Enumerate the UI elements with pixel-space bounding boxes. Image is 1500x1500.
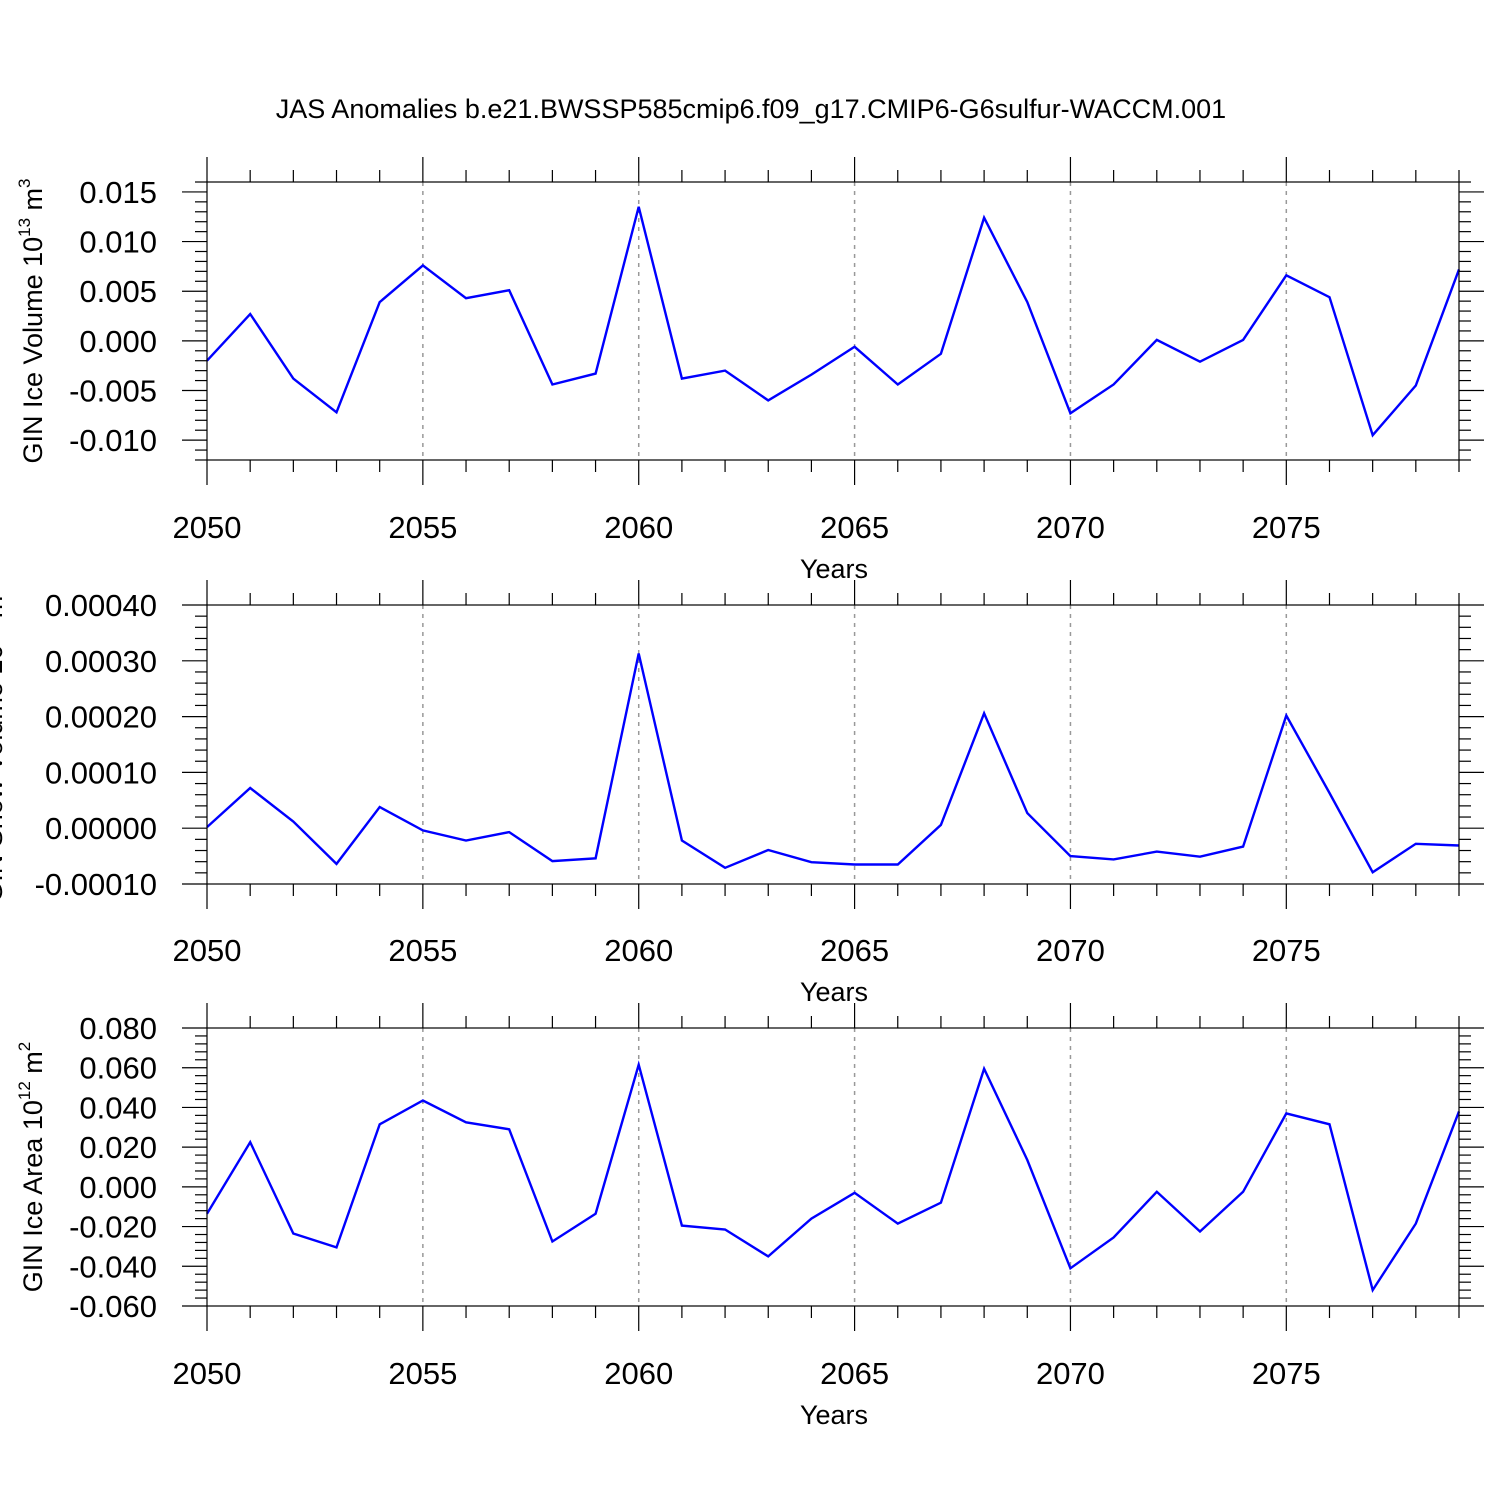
ice-volume-x-tick-label-2065: 2065 <box>820 510 889 545</box>
ice-volume-y-tick-label-5: 0.015 <box>79 175 157 210</box>
ice-area-y-tick-label-4: 0.020 <box>79 1130 157 1165</box>
ice-volume-plot-frame <box>206 181 1460 461</box>
snow-volume-y-tick-label-4: 0.00030 <box>45 644 157 679</box>
figure-title: JAS Anomalies b.e21.BWSSP585cmip6.f09_g1… <box>276 94 1226 124</box>
ice-area-y-tick-label-7: 0.080 <box>79 1011 157 1046</box>
ice-area-y-tick-label-0: -0.060 <box>69 1289 157 1324</box>
ice-volume-y-tick-label-1: -0.005 <box>69 374 157 409</box>
ice-area-y-axis-title: GIN Ice Area 1012 m2 <box>15 1042 48 1293</box>
panel-ice-volume: 2050 2055 2060 2065 2070 2075 -0.010 -0.005 0.00… <box>15 157 1484 584</box>
ice-volume-y-tick-label-4: 0.010 <box>79 225 157 260</box>
ice-volume-series-line <box>206 206 1461 438</box>
snow-volume-x-tick-label-2060: 2060 <box>604 933 673 968</box>
snow-volume-x-tick-label-2075: 2075 <box>1252 933 1321 968</box>
ice-area-x-tick-label-2075: 2075 <box>1252 1356 1321 1391</box>
ice-area-x-tick-label-2060: 2060 <box>604 1356 673 1391</box>
snow-volume-x-tick-label-2070: 2070 <box>1036 933 1105 968</box>
ice-volume-y-axis-title: GIN Ice Volume 1013 m3 <box>15 178 48 463</box>
ice-area-y-tick-label-1: -0.040 <box>69 1249 157 1284</box>
snow-volume-y-axis-title: GIN Snow Volume 1013 m3 <box>0 586 8 903</box>
snow-volume-y-axis-title-unit: m <box>0 596 8 626</box>
ice-area-y-axis-title-unit-exponent: 2 <box>15 1042 34 1051</box>
snow-volume-y-tick-label-0: -0.00010 <box>35 867 157 902</box>
ice-area-x-tick-label-2065: 2065 <box>820 1356 889 1391</box>
ice-area-series-line <box>205 1060 1461 1294</box>
ice-area-x-tick-label-2050: 2050 <box>173 1356 242 1391</box>
ice-area-x-axis-title: Years <box>800 1400 868 1430</box>
ice-volume-x-tick-label-2055: 2055 <box>388 510 457 545</box>
ice-volume-x-axis-title: Years <box>800 554 868 584</box>
ice-area-y-axis-title-unit: m <box>18 1051 48 1081</box>
snow-volume-y-tick-label-3: 0.00020 <box>45 700 157 735</box>
snow-volume-y-tick-label-5: 0.00040 <box>45 588 157 623</box>
ice-volume-x-tick-label-2050: 2050 <box>173 510 242 545</box>
ice-area-x-tick-label-2055: 2055 <box>388 1356 457 1391</box>
ice-volume-y-axis-title-exponent: 13 <box>15 218 34 237</box>
snow-volume-y-tick-label-2: 0.00010 <box>45 755 157 790</box>
snow-volume-y-tick-label-1: 0.00000 <box>45 811 157 846</box>
ice-volume-x-tick-label-2075: 2075 <box>1252 510 1321 545</box>
ice-area-y-axis-title-exponent: 12 <box>15 1081 34 1100</box>
ice-volume-y-tick-label-3: 0.005 <box>79 274 157 309</box>
ice-volume-y-tick-label-0: -0.010 <box>69 423 157 458</box>
snow-volume-series-line <box>206 653 1460 875</box>
ice-area-y-tick-label-6: 0.060 <box>79 1051 157 1086</box>
panel-ice-area: 2050 2055 2060 2065 2070 2075 -0.060 -0.040 -0.0… <box>15 1003 1484 1430</box>
ice-area-y-tick-label-2: -0.020 <box>69 1210 157 1245</box>
ice-volume-y-axis-title-unit: m <box>18 188 48 218</box>
ice-volume-x-tick-label-2070: 2070 <box>1036 510 1105 545</box>
ice-volume-y-axis-title-unit-exponent: 3 <box>15 178 34 187</box>
snow-volume-y-axis-title-text: GIN Snow Volume 10 <box>0 645 8 903</box>
ice-area-plot-frame <box>206 1027 1460 1307</box>
panel-snow-volume: 2050 2055 2060 2065 2070 2075 -0.00010 0.00000 0… <box>0 580 1484 1007</box>
snow-volume-x-axis-title: Years <box>800 977 868 1007</box>
ice-area-y-tick-label-3: 0.000 <box>79 1170 157 1205</box>
ice-volume-y-axis-title-text: GIN Ice Volume 10 <box>18 237 48 464</box>
snow-volume-plot-frame <box>206 604 1460 885</box>
snow-volume-x-tick-label-2055: 2055 <box>388 933 457 968</box>
ice-area-y-axis-title-text: GIN Ice Area 10 <box>18 1100 48 1292</box>
ice-volume-y-tick-label-2: 0.000 <box>79 324 157 359</box>
ice-area-y-tick-label-5: 0.040 <box>79 1090 157 1125</box>
ice-volume-x-tick-label-2060: 2060 <box>604 510 673 545</box>
ice-area-x-tick-label-2070: 2070 <box>1036 1356 1105 1391</box>
snow-volume-x-tick-label-2065: 2065 <box>820 933 889 968</box>
snow-volume-x-tick-label-2050: 2050 <box>173 933 242 968</box>
